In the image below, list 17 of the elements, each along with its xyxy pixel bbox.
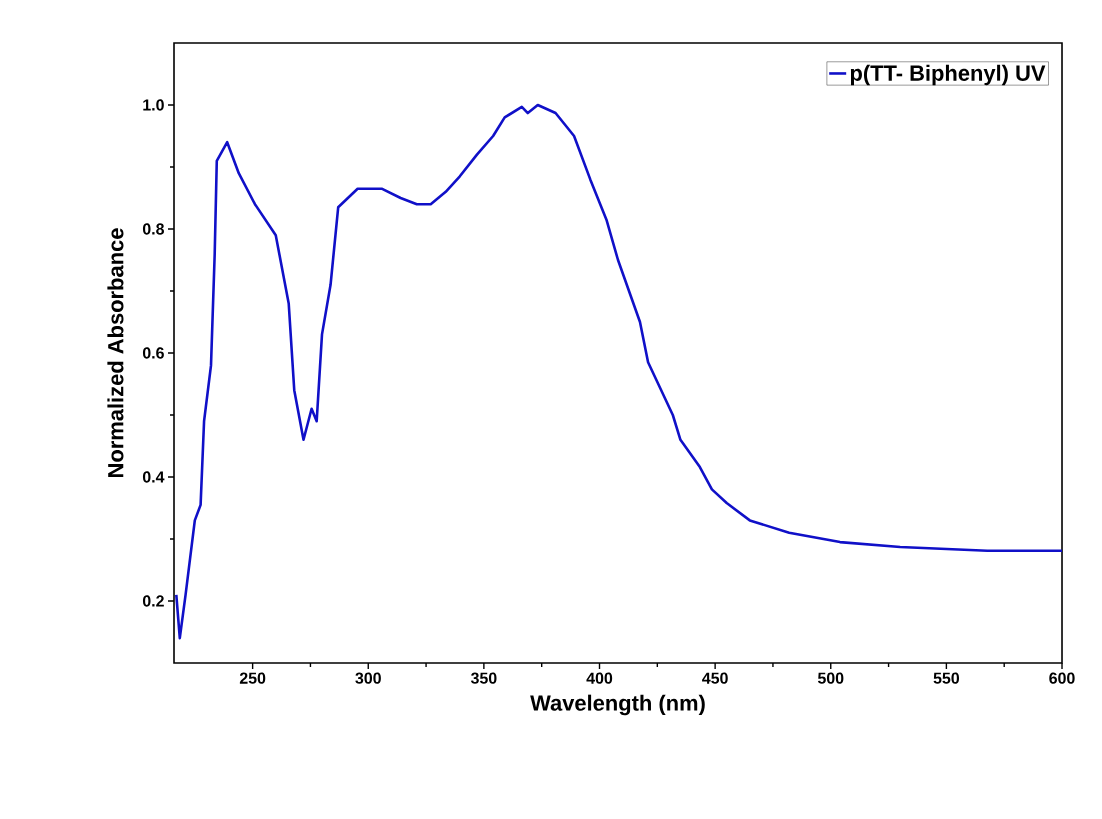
x-tick-label: 300 xyxy=(355,672,381,684)
y-tick-label: 0.8 xyxy=(142,223,164,235)
x-tick-label: 350 xyxy=(470,672,497,684)
line-series xyxy=(175,103,1063,640)
y-tick-label: 1.0 xyxy=(143,99,164,111)
x-tick-label: 400 xyxy=(586,672,613,684)
x-tick-label: 500 xyxy=(817,672,844,684)
y-axis-title: Normalized Absorbance xyxy=(107,228,124,477)
x-tick-label: 450 xyxy=(702,672,728,684)
x-axis-title: Wavelength (nm) xyxy=(530,694,705,716)
y-tick-label: 0.2 xyxy=(142,595,164,607)
x-tick-label: 250 xyxy=(239,672,266,684)
x-tick-label: 550 xyxy=(933,672,960,684)
x-tick-label: 600 xyxy=(1049,672,1075,684)
y-tick-label: 0.4 xyxy=(142,471,165,483)
legend-label: p(TT- Biphenyl) UV xyxy=(850,64,1046,86)
y-tick-label: 0.6 xyxy=(142,347,164,359)
